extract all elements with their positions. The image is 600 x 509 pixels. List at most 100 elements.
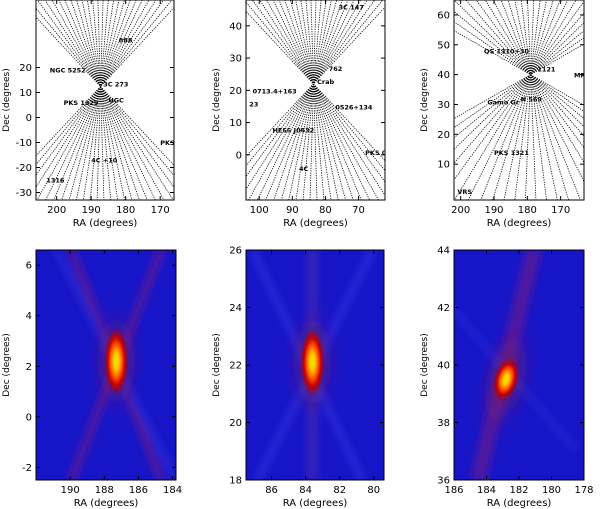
x-tick-label: 80: [367, 485, 380, 496]
source-label: 1316: [46, 177, 65, 185]
source-label: NGC 5252: [50, 67, 86, 75]
y-tick-label: 40: [229, 21, 242, 32]
y-tick-label: -30: [16, 188, 32, 199]
panel-bottom-middle: 86 84 82 80 18 20 22 24 26 RA (degrees) Dec (degre…: [212, 246, 385, 509]
y-tick-label: 20: [437, 130, 450, 141]
source-label: 23: [249, 100, 258, 108]
source-label: PKS 1329: [64, 99, 99, 107]
source-label: 3C 273: [103, 81, 128, 89]
y-tick-label: 36: [437, 476, 450, 487]
source-label: 4C +10: [91, 157, 118, 165]
y-axis-label: Dec (degrees): [2, 333, 12, 397]
source-label: Crab: [317, 78, 334, 86]
source-labels: Crab 0713.4+163 0526+134 HESS J0632 3C 147 PK…: [249, 4, 400, 173]
x-axis-label: RA (degrees): [487, 498, 552, 509]
track-line: [454, 43, 584, 120]
source-labels: 3C 273 NGC 5252 PKS 1329 UGC 888 PKS 4C +10 131…: [46, 37, 174, 185]
x-axis-label: RA (degrees): [283, 218, 348, 229]
panel-bottom-right: 186 184 182 180 178 36 38 40 42 44 RA (degrees) Dec…: [420, 246, 594, 509]
y-tick-label: 50: [437, 40, 450, 51]
x-tick-label: 170: [151, 205, 170, 216]
panel-top-middle: Crab 0713.4+163 0526+134 HESS J0632 3C 147 PK…: [212, 0, 400, 229]
source-label: 762: [329, 65, 343, 73]
source-label: QS 1310+30: [484, 48, 530, 56]
x-tick-label: 186: [129, 485, 148, 496]
track-lines: [454, 0, 584, 200]
source-label: 1121: [537, 66, 556, 74]
track-line: [454, 30, 584, 106]
x-tick-label: 84: [299, 485, 312, 496]
source-label: N 569: [521, 95, 543, 103]
plot-area: [246, 250, 384, 480]
source-label: UGC: [108, 97, 124, 105]
track-lines: [36, 0, 174, 200]
x-tick-label: 190: [484, 205, 503, 216]
plot-area: [36, 250, 176, 480]
x-tick-label: 180: [542, 485, 561, 496]
x-tick-label: 200: [451, 205, 470, 216]
track-line: [259, 0, 385, 197]
y-tick-label: 0: [236, 150, 242, 161]
x-tick-label: 184: [477, 485, 496, 496]
y-axis-label: Dec (degrees): [212, 333, 222, 397]
source-label: 888: [119, 37, 133, 45]
plot-area: Crab 0713.4+163 0526+134 HESS J0632 3C 147 PK…: [246, 0, 400, 200]
y-tick-label: 20: [229, 86, 242, 97]
y-tick-label: 30: [229, 54, 242, 65]
y-tick-label: 20: [229, 418, 242, 429]
x-axis-label: RA (degrees): [74, 498, 139, 509]
plot-frame: [245, 0, 386, 201]
x-axis-label: RA (degrees): [283, 498, 348, 509]
x-tick-label: 180: [518, 205, 537, 216]
panel-top-right: QS 1310+30 Gamo Gr N 569 MRK 1121 PKS 1321 VRS…: [420, 0, 585, 229]
y-tick-label: 4: [26, 311, 32, 322]
x-tick-label: 182: [509, 485, 528, 496]
plot-area: [454, 250, 584, 480]
source-label: 0713.4+163: [253, 88, 297, 96]
y-tick-label: 30: [437, 100, 450, 111]
x-tick-label: 90: [286, 205, 299, 216]
x-tick-label: 70: [352, 205, 365, 216]
source-label: PKS 1321: [494, 149, 529, 157]
source-label: Gamo Gr: [487, 98, 520, 106]
source-label: PKS 0446: [365, 149, 400, 157]
plot-frame: [453, 0, 585, 201]
x-tick-label: 200: [47, 205, 66, 216]
source-label: 0526+134: [335, 104, 373, 112]
x-tick-label: 80: [319, 205, 332, 216]
source-label: 4C: [299, 165, 309, 173]
x-tick-label: 190: [82, 205, 101, 216]
y-tick-label: 42: [437, 303, 450, 314]
source-label: 3C 147: [339, 4, 364, 12]
track-lines: [246, 0, 385, 200]
x-axis-label: RA (degrees): [487, 218, 552, 229]
y-tick-label: 6: [26, 261, 32, 272]
x-tick-label: 86: [265, 485, 278, 496]
y-tick-label: 24: [229, 303, 242, 314]
y-tick-label: -2: [22, 463, 32, 474]
plot-area: 3C 273 NGC 5252 PKS 1329 UGC 888 PKS 4C +10 131…: [36, 0, 174, 200]
y-tick-label: -10: [16, 138, 32, 149]
y-tick-label: 10: [437, 160, 450, 171]
y-tick-label: 60: [437, 10, 450, 21]
y-axis-label: Dec (degrees): [420, 68, 430, 132]
panel-bottom-left: 190 188 186 184 -2 0 2 4 6 RA (degrees) Dec (degre…: [2, 249, 182, 509]
y-tick-label: 2: [26, 362, 32, 373]
y-axis-label: Dec (degrees): [2, 68, 12, 132]
y-tick-label: 38: [437, 418, 450, 429]
y-tick-label: 0: [26, 412, 32, 423]
heatmap-peak: [104, 327, 129, 396]
y-tick-label: 26: [229, 246, 242, 257]
heatmap-peak: [300, 328, 325, 397]
x-tick-label: 188: [95, 485, 114, 496]
x-tick-label: 82: [333, 485, 346, 496]
x-tick-label: 180: [116, 205, 135, 216]
y-tick-label: 22: [229, 361, 242, 372]
track-line: [44, 0, 174, 200]
y-tick-label: -20: [16, 163, 32, 174]
x-axis-label: RA (degrees): [73, 218, 138, 229]
y-axis-label: Dec (degrees): [212, 68, 222, 132]
y-tick-label: 18: [229, 476, 242, 487]
y-tick-label: 20: [19, 63, 32, 74]
